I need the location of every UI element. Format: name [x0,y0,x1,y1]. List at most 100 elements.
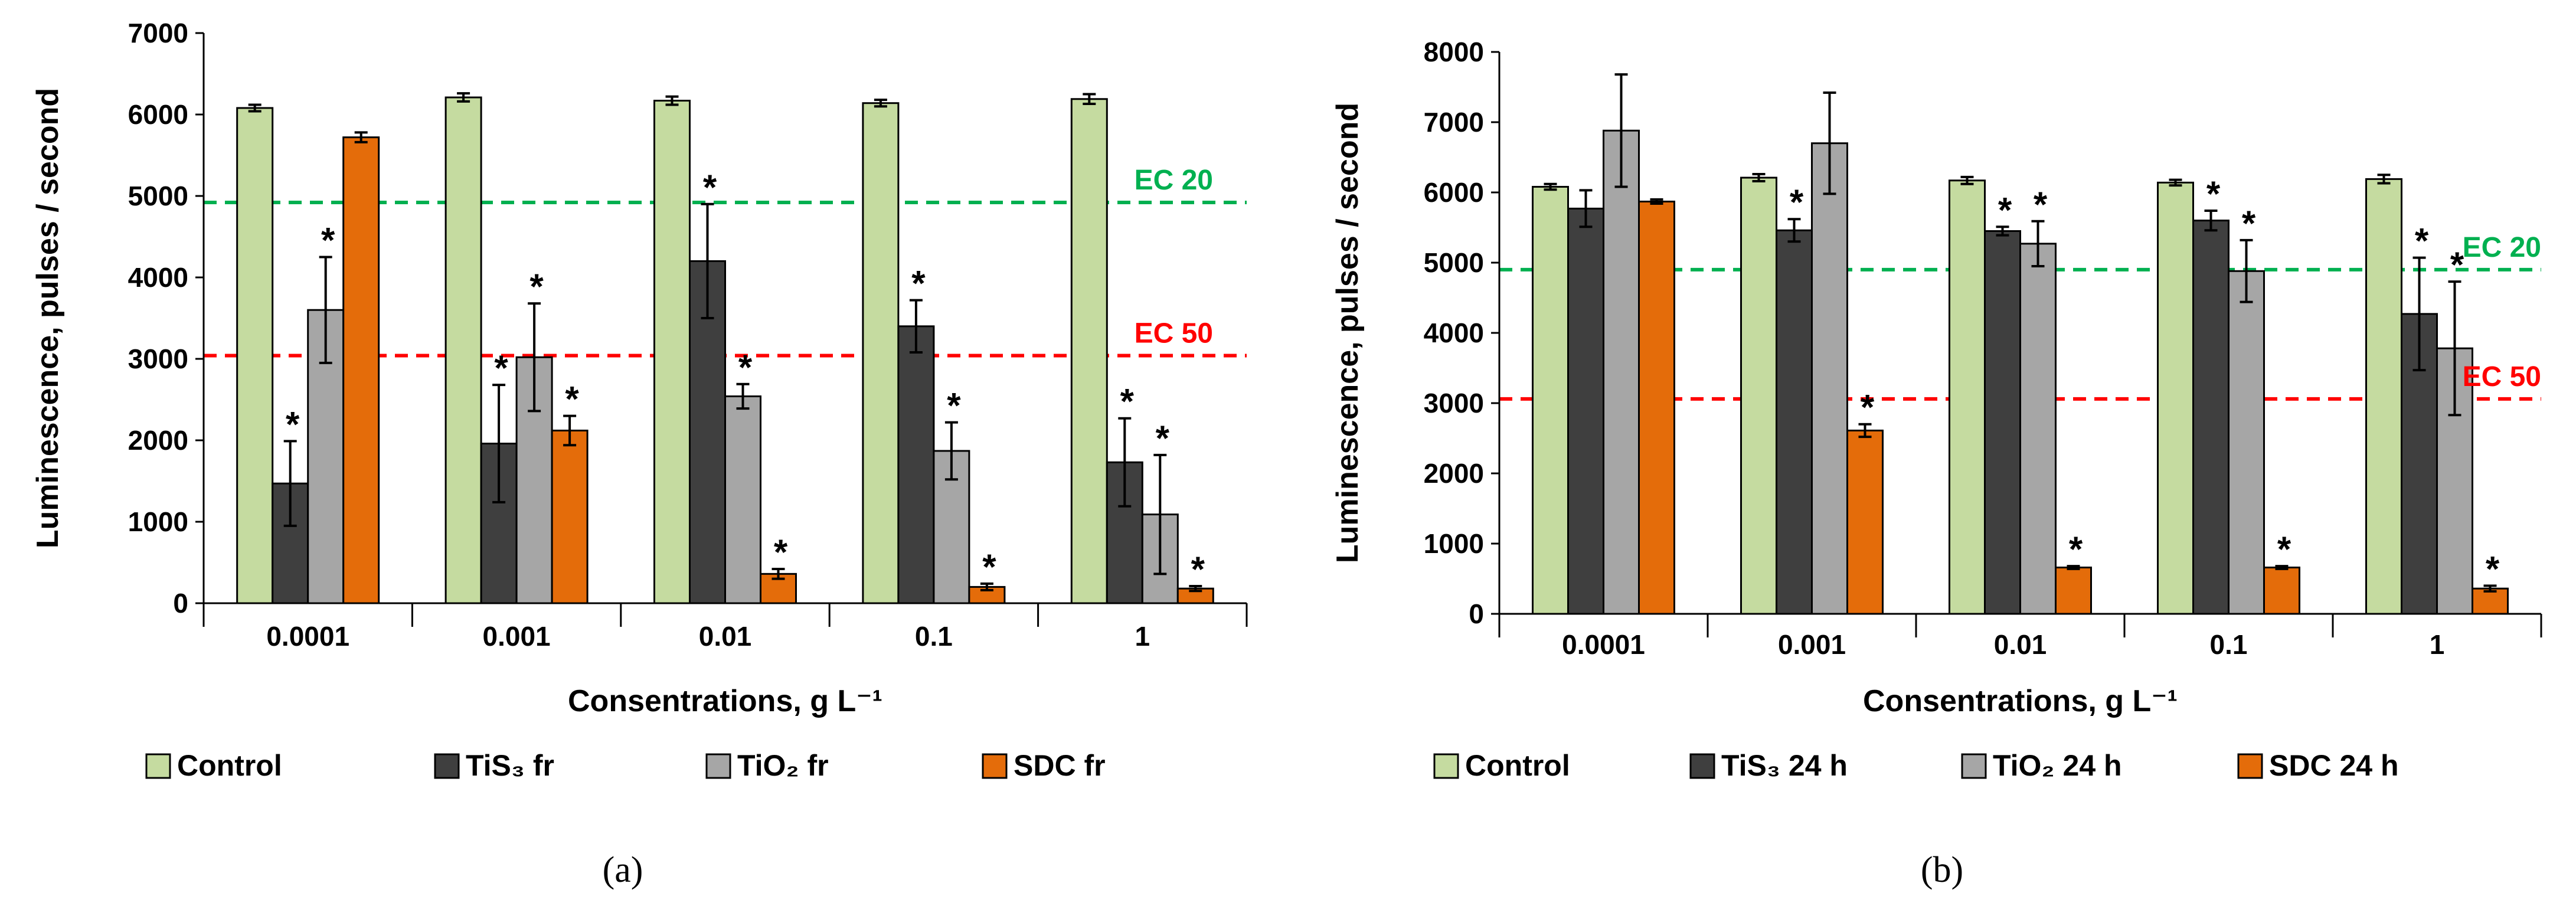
significance-marker: * [565,380,579,419]
bar [2263,566,2300,615]
reference-line-label: EC 50 [2463,361,2541,393]
legend-swatch [145,753,171,779]
bar [1846,429,1884,615]
y-tick-label: 0 [173,588,188,619]
legend-swatch [705,753,731,779]
legend-swatch [434,753,460,779]
y-tick-label: 2000 [128,425,188,456]
legend-label: TiO₂ 24 h [1993,749,2122,782]
y-tick-label: 6000 [128,99,188,130]
significance-marker: * [321,221,335,260]
bar [2055,566,2092,615]
x-tick-label: 0.01 [1994,629,2047,660]
y-axis-title: Luminescence, pulses / second [1331,103,1365,563]
legend-swatch [982,753,1008,779]
significance-marker: * [1191,550,1205,589]
bar [2019,243,2057,615]
reference-line-label: EC 20 [1135,165,1213,196]
bar [2365,178,2402,615]
y-tick-label: 7000 [128,18,188,48]
significance-marker: * [2242,204,2256,243]
significance-marker: * [2069,529,2083,569]
significance-marker: * [494,348,508,388]
x-tick-label: 1 [1135,621,1150,652]
legend-label: Control [177,749,282,782]
reference-line-label: EC 20 [2463,232,2541,263]
x-tick-label: 0.01 [699,621,752,652]
panel-a-chart: 0 1000 2000 3000 4000 5000 6000 7000 * * 0.0001 * * *… [31,18,1248,890]
x-tick-label: 0.1 [2210,629,2248,660]
y-tick-label: 0 [1469,598,1484,629]
legend-label: TiS₃ fr [466,749,554,782]
y-tick-label: 3000 [128,344,188,374]
significance-marker: * [2277,529,2291,569]
legend-label: TiS₃ 24 h [1721,749,1848,782]
bar [1811,142,1848,615]
bar [2157,181,2194,615]
x-axis-title: Consentrations, g L⁻¹ [1863,684,2178,718]
legend-swatch [1433,753,1459,779]
significance-marker: * [2206,174,2221,214]
significance-marker: * [982,547,996,587]
y-tick-label: 7000 [1424,107,1484,138]
significance-marker: * [774,532,788,572]
bar [724,395,761,604]
significance-marker: * [911,264,926,303]
panel-caption: (b) [1921,850,1963,890]
significance-marker: * [1998,190,2012,230]
legend-label: Control [1465,749,1570,782]
panel-caption: (a) [603,850,643,890]
bar [1740,176,1777,615]
significance-marker: * [2415,221,2429,261]
bar [1638,200,1675,615]
y-tick-label: 1000 [128,506,188,537]
x-tick-label: 0.0001 [266,621,349,652]
significance-marker: * [738,348,753,387]
y-tick-label: 4000 [1424,318,1484,348]
x-tick-label: 1 [2430,629,2445,660]
significance-marker: * [703,168,717,207]
significance-marker: * [947,386,961,426]
bar [862,102,900,604]
y-axis-title: Luminescence, pulses / second [31,88,65,548]
legend-swatch [1961,753,1987,779]
legend-label: TiO₂ fr [737,749,829,782]
x-axis-title: Consentrations, g L⁻¹ [568,684,882,718]
x-tick-label: 0.0001 [1562,629,1645,660]
bar [236,107,274,604]
x-tick-label: 0.001 [483,621,551,652]
bar [1949,179,1986,615]
x-tick-label: 0.001 [1778,629,1846,660]
bar [444,96,482,604]
y-tick-label: 3000 [1424,388,1484,418]
significance-marker: * [1120,382,1135,421]
significance-marker: * [286,404,300,444]
bar [2192,220,2230,615]
panel-b-chart: 0 1000 2000 3000 4000 5000 6000 7000 8000 0.0001 *… [1331,37,2542,890]
bar [551,429,589,604]
significance-marker: * [2450,245,2464,284]
y-tick-label: 2000 [1424,458,1484,489]
y-tick-label: 8000 [1424,37,1484,67]
significance-marker: * [529,267,544,306]
bar [342,136,380,604]
significance-marker: * [1790,182,1804,222]
y-tick-label: 5000 [128,181,188,211]
significance-marker: * [2486,549,2500,588]
bar [2228,270,2265,615]
bar [1070,98,1108,604]
legend-swatch [2237,753,2263,779]
legend-swatch [1689,753,1715,779]
x-tick-label: 0.1 [915,621,953,652]
y-tick-label: 6000 [1424,177,1484,208]
reference-line-label: EC 50 [1135,318,1213,349]
bar [1984,230,2021,615]
bar [1532,185,1569,615]
bar [897,325,935,604]
bar [1603,129,1640,615]
bar [653,100,691,604]
significance-marker: * [1861,388,1875,427]
bar [1567,207,1604,615]
bar [1776,229,1813,615]
